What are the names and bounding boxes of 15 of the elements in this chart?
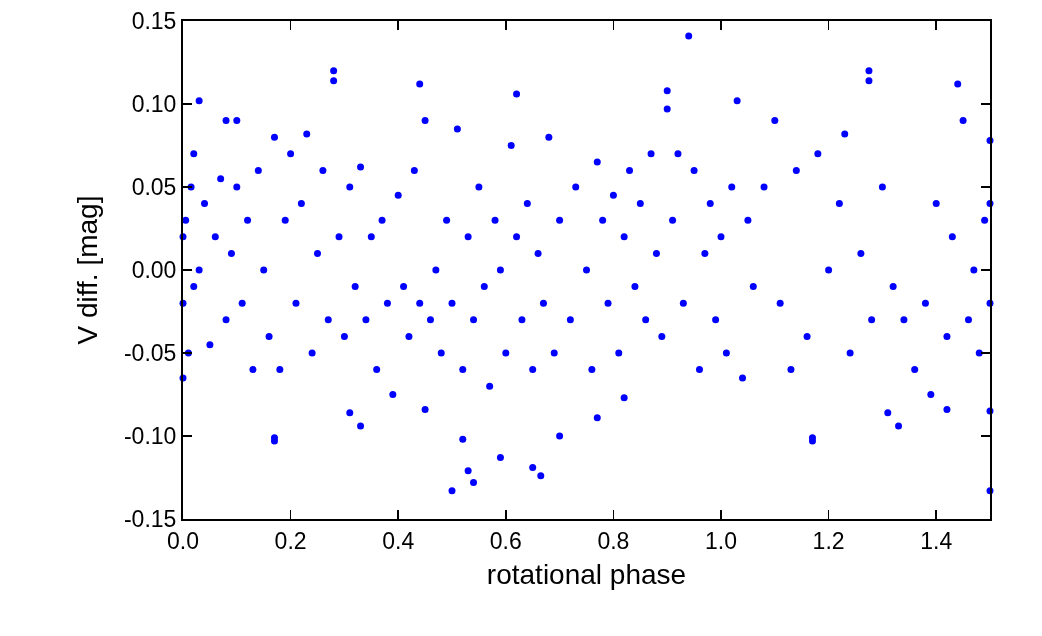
y-tick-label: 0.00 bbox=[131, 257, 177, 284]
x-tick-label: 0.8 bbox=[597, 527, 630, 554]
x-tick-label: 1.0 bbox=[705, 527, 737, 554]
x-tick-label: 0.4 bbox=[382, 527, 415, 554]
y-tick-label: 0.05 bbox=[131, 174, 177, 201]
y-axis-title: V diff. [mag] bbox=[72, 195, 104, 345]
x-tick-label: 0.2 bbox=[274, 527, 307, 554]
x-tick-label: 1.4 bbox=[920, 527, 953, 554]
x-tick-label: 1.2 bbox=[812, 527, 845, 554]
y-tick-label: 0.15 bbox=[131, 8, 177, 35]
y-tick-label: 0.10 bbox=[131, 91, 177, 118]
x-axis-title: rotational phase bbox=[486, 559, 687, 591]
x-tick-label: 0.6 bbox=[489, 527, 522, 554]
y-tick-label: -0.05 bbox=[123, 340, 177, 367]
y-tick-label: -0.10 bbox=[123, 423, 177, 450]
